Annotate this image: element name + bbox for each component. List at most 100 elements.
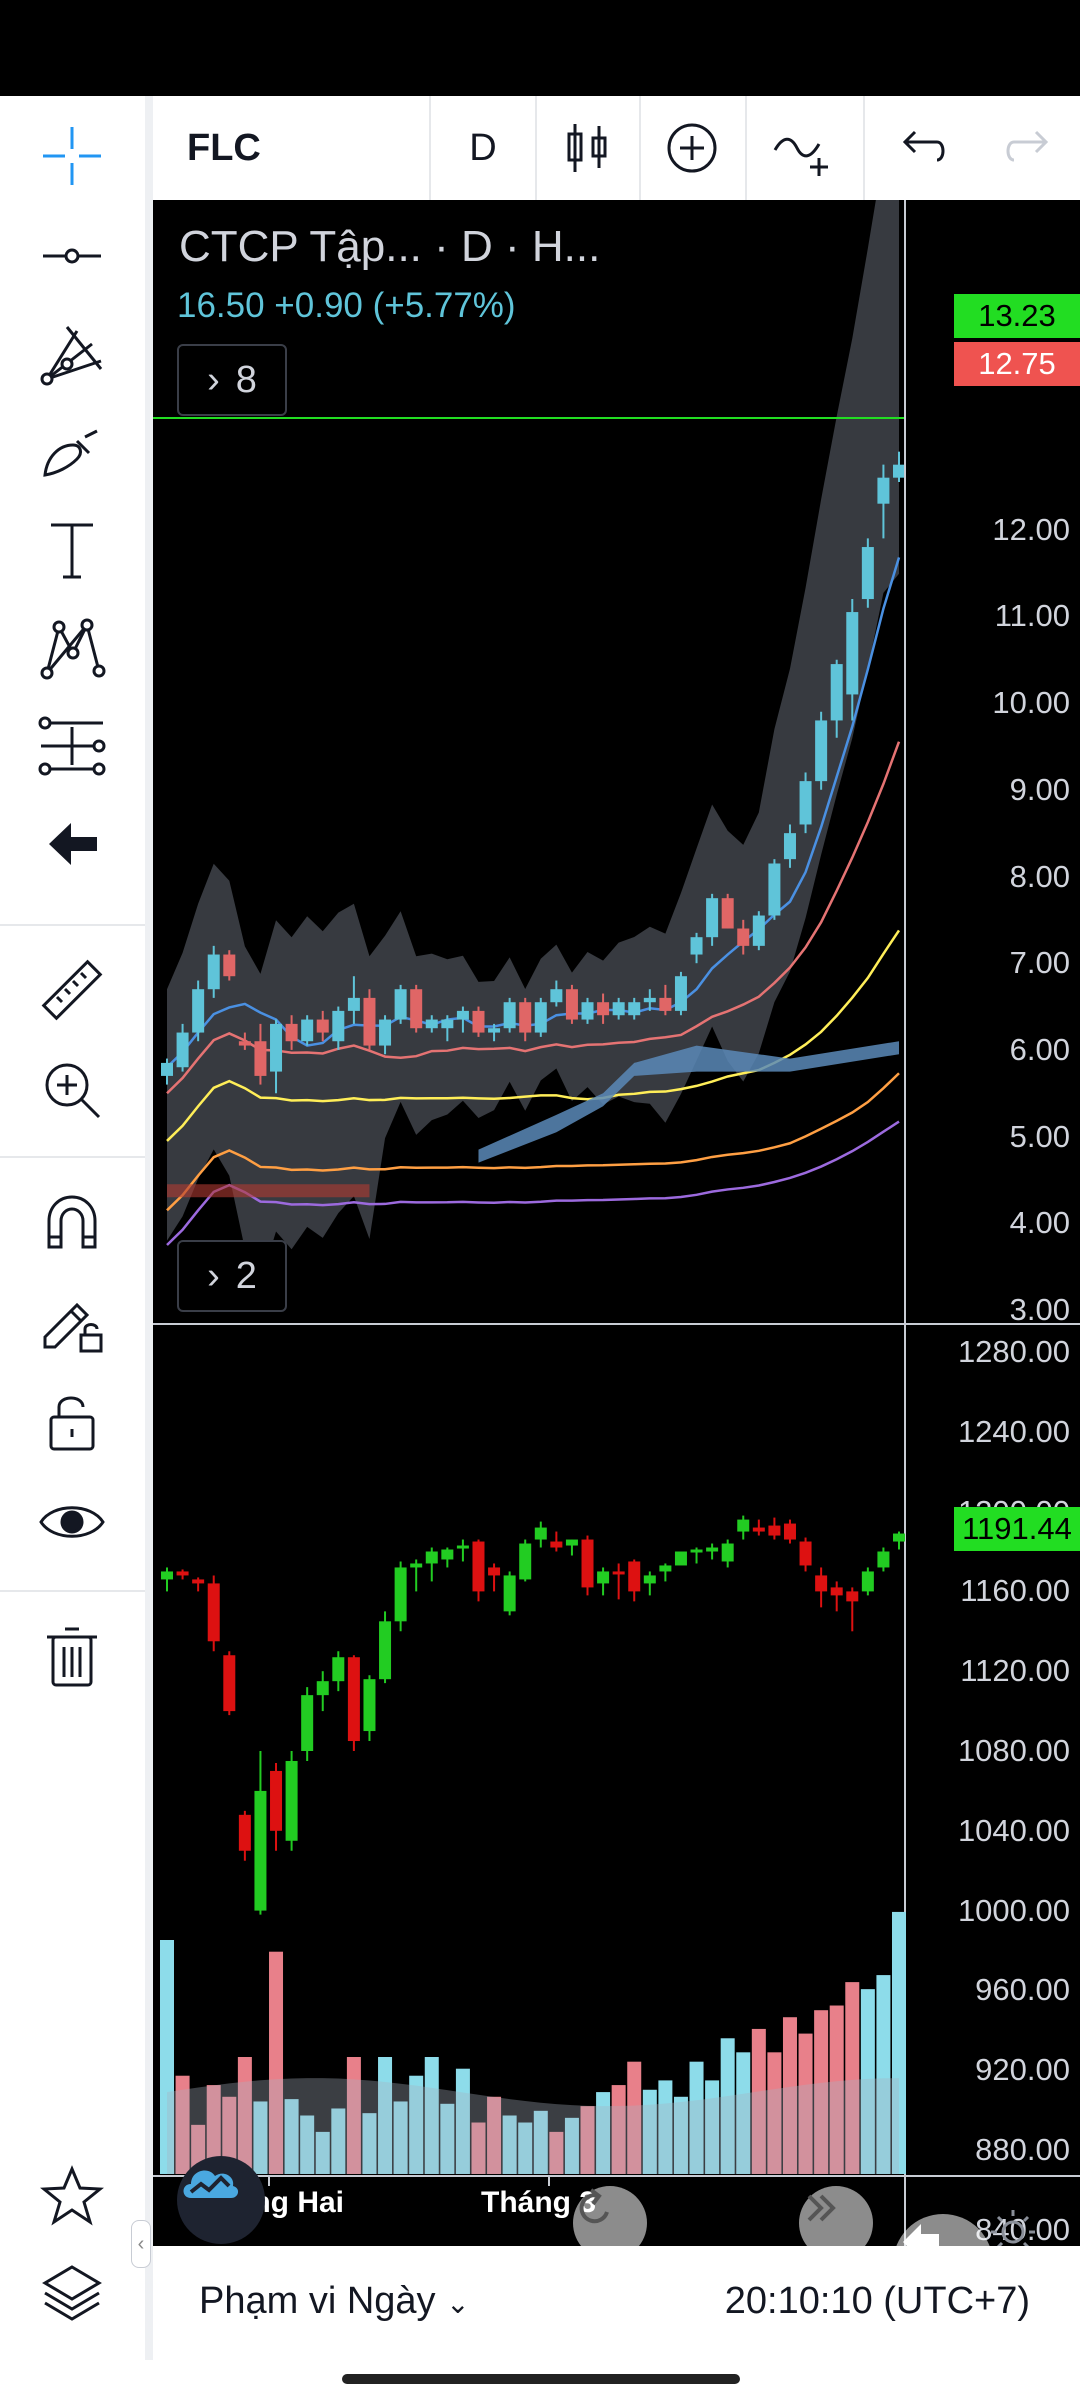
volume-bar	[673, 2096, 688, 2174]
pitchfork-icon[interactable]	[22, 314, 122, 394]
price-tick-label: 1000.00	[957, 1892, 1070, 1928]
home-indicator[interactable]	[342, 2374, 740, 2384]
price-tick-label: 6.00	[1009, 1031, 1070, 1067]
chart-area[interactable]: CTCP Tập... · D · H... 16.50 +0.90 (+5.7…	[131, 200, 1080, 2314]
sidebar-collapse-handle[interactable]: ‹	[131, 2220, 151, 2268]
candle-body	[690, 937, 703, 955]
date-range-button[interactable]: Phạm vi Ngày ⌄	[199, 2280, 470, 2323]
candle-body	[659, 1565, 672, 1572]
measure-projection-icon[interactable]	[22, 706, 122, 786]
ma-line-red	[166, 741, 901, 1095]
lock-icon[interactable]	[22, 1382, 122, 1462]
crosshair-icon[interactable]	[22, 116, 122, 196]
candle-body	[379, 1019, 392, 1046]
candle-body	[643, 997, 656, 1003]
candle-body	[846, 612, 859, 695]
volume-bar	[409, 2075, 424, 2174]
volume-bar	[611, 2085, 626, 2174]
volume-bar	[829, 2005, 844, 2174]
candle-body	[706, 1547, 719, 1552]
symbol-label: FLC	[187, 126, 261, 169]
back-arrow-icon[interactable]	[22, 804, 122, 884]
price-tick-label: 1240.00	[957, 1413, 1070, 1449]
cloud-chart-icon	[183, 2170, 239, 2198]
candle-body	[893, 464, 905, 478]
interval-label: D	[469, 126, 497, 169]
indicators-button[interactable]	[745, 96, 865, 200]
candle-body	[534, 1527, 547, 1540]
add-button[interactable]	[639, 96, 747, 200]
volume-bar	[767, 2052, 782, 2174]
price-tick-label: 1120.00	[960, 1653, 1070, 1689]
text-icon[interactable]	[22, 510, 122, 590]
candle-body	[799, 1541, 812, 1566]
candle-body	[612, 1571, 625, 1575]
top-toolbar: FLC D	[153, 96, 1080, 202]
sidebar-edge	[145, 96, 153, 2360]
candle-body	[877, 477, 890, 504]
sub-indicators-toggle[interactable]: › 2	[177, 1240, 287, 1312]
candle-body	[503, 1002, 516, 1029]
candle-body	[285, 1760, 298, 1841]
date-range-label: Phạm vi Ngày	[199, 2280, 436, 2322]
star-icon[interactable]	[22, 2156, 122, 2236]
volume-bar	[253, 2101, 268, 2174]
volume-bar	[471, 2122, 486, 2174]
eye-icon[interactable]	[22, 1482, 122, 1562]
undo-button[interactable]	[863, 96, 979, 200]
magnet-icon[interactable]	[22, 1182, 122, 1262]
trend-line-icon[interactable]	[22, 216, 122, 296]
candle-body	[815, 1575, 828, 1592]
chart-type-button[interactable]	[535, 96, 641, 200]
price-tick-label: 1160.00	[960, 1573, 1070, 1609]
ruler-icon[interactable]	[22, 950, 122, 1030]
candle-body	[550, 989, 563, 1003]
series-price: 16.50 +0.90 (+5.77%)	[177, 286, 516, 325]
candle-body	[394, 989, 407, 1020]
candle-body	[238, 1041, 251, 1046]
candles-icon	[567, 124, 607, 172]
candle-body	[332, 1657, 345, 1682]
layers-icon[interactable]	[22, 2252, 122, 2332]
price-tick-label: 8.00	[1009, 858, 1070, 894]
redo-button[interactable]	[979, 96, 1080, 200]
candle-body	[270, 1770, 283, 1831]
volume-bar	[751, 2028, 766, 2174]
candle-body	[441, 1549, 454, 1560]
volume-bar	[564, 2117, 579, 2174]
candle-body	[690, 1549, 703, 1553]
symbol-search-button[interactable]: FLC	[153, 96, 431, 200]
lock-drawing-icon[interactable]	[22, 1282, 122, 1362]
volume-bar	[206, 2085, 221, 2174]
double-chevron-right-icon	[807, 2194, 836, 2222]
last-price-red: 12.75	[954, 342, 1080, 386]
candle-body	[176, 1571, 189, 1576]
candle-body	[176, 1032, 189, 1068]
app: FLC D CTCP Tập... · D · H... 16.50 +0.90…	[0, 96, 1080, 2360]
main-indicators-toggle[interactable]: › 8	[177, 344, 287, 416]
timezone-clock[interactable]: 20:10:10 (UTC+7)	[724, 2280, 1030, 2322]
candle-body	[379, 1621, 392, 1680]
candle-body	[581, 1539, 594, 1588]
candle-body	[270, 1023, 283, 1072]
volume-bar	[580, 2106, 595, 2174]
trash-icon[interactable]	[22, 1616, 122, 1696]
volume-bar	[642, 2089, 657, 2174]
series-title[interactable]: CTCP Tập... · D · H...	[179, 222, 601, 271]
pattern-icon[interactable]	[22, 608, 122, 688]
candle-body	[581, 1002, 594, 1020]
candle-body	[363, 997, 376, 1046]
price-tick-label: 3.00	[1009, 1292, 1070, 1327]
cloud-chart-button[interactable]	[177, 2156, 265, 2244]
volume-bar	[502, 2115, 517, 2174]
candle-body	[519, 1543, 532, 1580]
volume-bar	[658, 2080, 673, 2174]
chart-canvas[interactable]	[153, 200, 1080, 2246]
interval-button[interactable]: D	[431, 96, 537, 200]
brush-icon[interactable]	[22, 412, 122, 492]
candle-body	[394, 1567, 407, 1622]
zoom-in-icon[interactable]	[22, 1050, 122, 1130]
volume-bar	[378, 2057, 393, 2174]
candle-body	[737, 928, 750, 946]
candle-body	[815, 720, 828, 782]
